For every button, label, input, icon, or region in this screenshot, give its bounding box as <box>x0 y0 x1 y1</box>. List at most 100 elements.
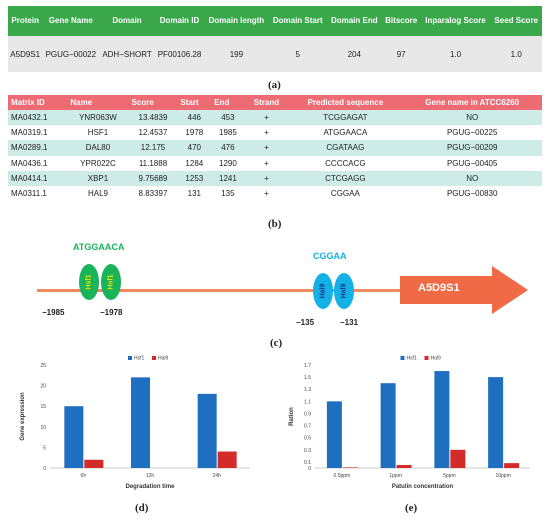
table-cell: 97 <box>381 36 421 72</box>
table-cell: MA0436.1 <box>8 155 68 171</box>
table-cell: 5 <box>268 36 327 72</box>
table-cell: 1241 <box>211 170 245 186</box>
x-tick-label: 5ppm <box>443 473 456 479</box>
y-axis-label: Ration <box>289 407 295 426</box>
header-cell: Score <box>128 95 178 110</box>
legend-label: Hal9 <box>158 356 169 362</box>
table-cell: XBP1 <box>67 170 129 186</box>
domain-table-header: Protein Gene Name Domain Domain ID Domai… <box>8 6 542 36</box>
table-cell: HAL9 <box>67 185 129 202</box>
table-cell: MA0311.1 <box>8 185 68 202</box>
hal9-binding-site: Hal9 <box>334 273 354 309</box>
bar-hal9 <box>342 467 358 468</box>
y-tick-label: 0.7 <box>304 424 311 430</box>
table-cell: 13.4839 <box>128 110 178 126</box>
y-tick-label: 5 <box>43 445 46 451</box>
table-cell: CTCGAGG <box>288 170 403 186</box>
header-cell: Inparalog Score <box>420 6 491 36</box>
table-cell: PGUG−00830 <box>402 185 542 202</box>
y-tick-label: 0.3 <box>304 448 311 454</box>
x-tick-label: 1ppm <box>389 473 402 479</box>
caption-d: (d) <box>135 502 149 514</box>
patulin-ratio-chart: 00.1 0.3 0.5 0.7 0.9 1.1 1.3 1.5 1.7 0.5ppm 1ppm 5p… <box>289 356 530 490</box>
table-cell: NO <box>402 170 542 186</box>
y-tick-label: 1.1 <box>304 399 311 405</box>
table-cell: 470 <box>177 140 212 156</box>
y-tick-label: 15 <box>40 404 46 410</box>
header-cell: Strand <box>244 95 289 110</box>
gene-expression-chart: 0 5 10 15 20 25 6h 12h 24h Degradation time Gene e… <box>20 356 250 490</box>
table-cell: 12.4537 <box>128 125 178 141</box>
hsf1-binding-sequence: ATGGAACA <box>73 242 125 252</box>
table-cell: 1.0 <box>420 36 491 72</box>
y-tick-label: 0 <box>43 466 46 472</box>
table-row: MA0436.1 YPR022C 11.1888 1284 1290 + CCC… <box>8 155 542 171</box>
header-cell: Seed Score <box>490 6 542 36</box>
table-cell: MA0414.1 <box>8 170 68 186</box>
header-cell: Gene Name <box>42 6 100 36</box>
position-label: −131 <box>340 318 359 327</box>
table-row: A5D9S1 PGUG−00022 ADH−SHORT PF00106.28 1… <box>8 36 542 72</box>
y-tick-label: 1.3 <box>304 387 311 393</box>
bar-hsf1 <box>131 377 150 468</box>
table-cell: MA0319.1 <box>8 125 68 141</box>
bar-hsf1 <box>326 401 342 468</box>
x-axis-label: Degradation time <box>125 484 175 490</box>
table-cell: YPR022C <box>67 155 129 171</box>
table-cell: CCCCACG <box>288 155 403 171</box>
caption-a: (a) <box>268 79 281 91</box>
table-cell: 199 <box>204 36 269 72</box>
y-tick-label: 0.1 <box>304 460 311 466</box>
table-row: MA0432.1 YNR063W 13.4839 446 453 + TCGGA… <box>8 110 542 126</box>
bar-hal9 <box>504 463 520 468</box>
table-cell: 1284 <box>177 155 212 171</box>
bar-hsf1 <box>197 393 217 468</box>
table-cell: YNR063W <box>67 110 129 126</box>
header-cell: Predicted sequence <box>288 95 403 110</box>
table-cell: A5D9S1 <box>8 36 43 72</box>
hsf1-label: Hsf1 <box>85 274 93 290</box>
promoter-line <box>37 289 409 292</box>
bar-hal9 <box>450 449 466 468</box>
hsf1-label: Hsf1 <box>107 274 115 290</box>
table-cell: CGATAAG <box>288 140 403 156</box>
table-cell: + <box>244 140 289 156</box>
table-cell: 8.83397 <box>128 185 178 202</box>
x-tick-label: 24h <box>212 473 221 479</box>
table-cell: 453 <box>211 110 245 126</box>
y-tick-label: 0.5 <box>304 436 311 442</box>
table-cell: CGGAA <box>288 185 403 202</box>
x-axis-label: Patulin concentration <box>392 484 454 490</box>
header-cell: Protein <box>8 6 43 36</box>
motif-table: Matrix ID Name Score Start End Strand Pr… <box>8 95 542 202</box>
y-tick-label: 0 <box>308 466 311 472</box>
header-cell: Domain End <box>326 6 382 36</box>
table-row: MA0311.1 HAL9 8.83397 131 135 + CGGAA PG… <box>8 185 542 202</box>
bar-hsf1 <box>380 383 396 468</box>
table-cell: 1290 <box>211 155 245 171</box>
x-tick-label: 12h <box>146 473 155 479</box>
table-cell: MA0432.1 <box>8 110 68 126</box>
table-row: MA0289.1 DAL80 12.175 470 476 + CGATAAG … <box>8 140 542 156</box>
table-cell: 135 <box>211 185 245 202</box>
table-cell: MA0289.1 <box>8 140 68 156</box>
table-cell: DAL80 <box>67 140 129 156</box>
header-cell: Domain ID <box>154 6 205 36</box>
position-label: −1978 <box>100 308 123 317</box>
caption-b: (b) <box>268 218 282 230</box>
table-cell: ADH−SHORT <box>99 36 155 72</box>
legend-label: Hsf1 <box>407 356 418 362</box>
legend-swatch <box>424 356 429 360</box>
table-cell: PGUG−00225 <box>402 125 542 141</box>
caption-e: (e) <box>405 502 418 514</box>
x-tick-label: 10ppm <box>495 473 510 479</box>
table-cell: NO <box>402 110 542 126</box>
table-cell: 11.1888 <box>128 155 178 171</box>
domain-table: Protein Gene Name Domain Domain ID Domai… <box>8 6 542 72</box>
table-cell: 446 <box>177 110 212 126</box>
table-cell: PGUG−00209 <box>402 140 542 156</box>
y-tick-label: 10 <box>40 425 46 431</box>
table-cell: + <box>244 155 289 171</box>
table-cell: 1253 <box>177 170 212 186</box>
header-cell: End <box>211 95 245 110</box>
